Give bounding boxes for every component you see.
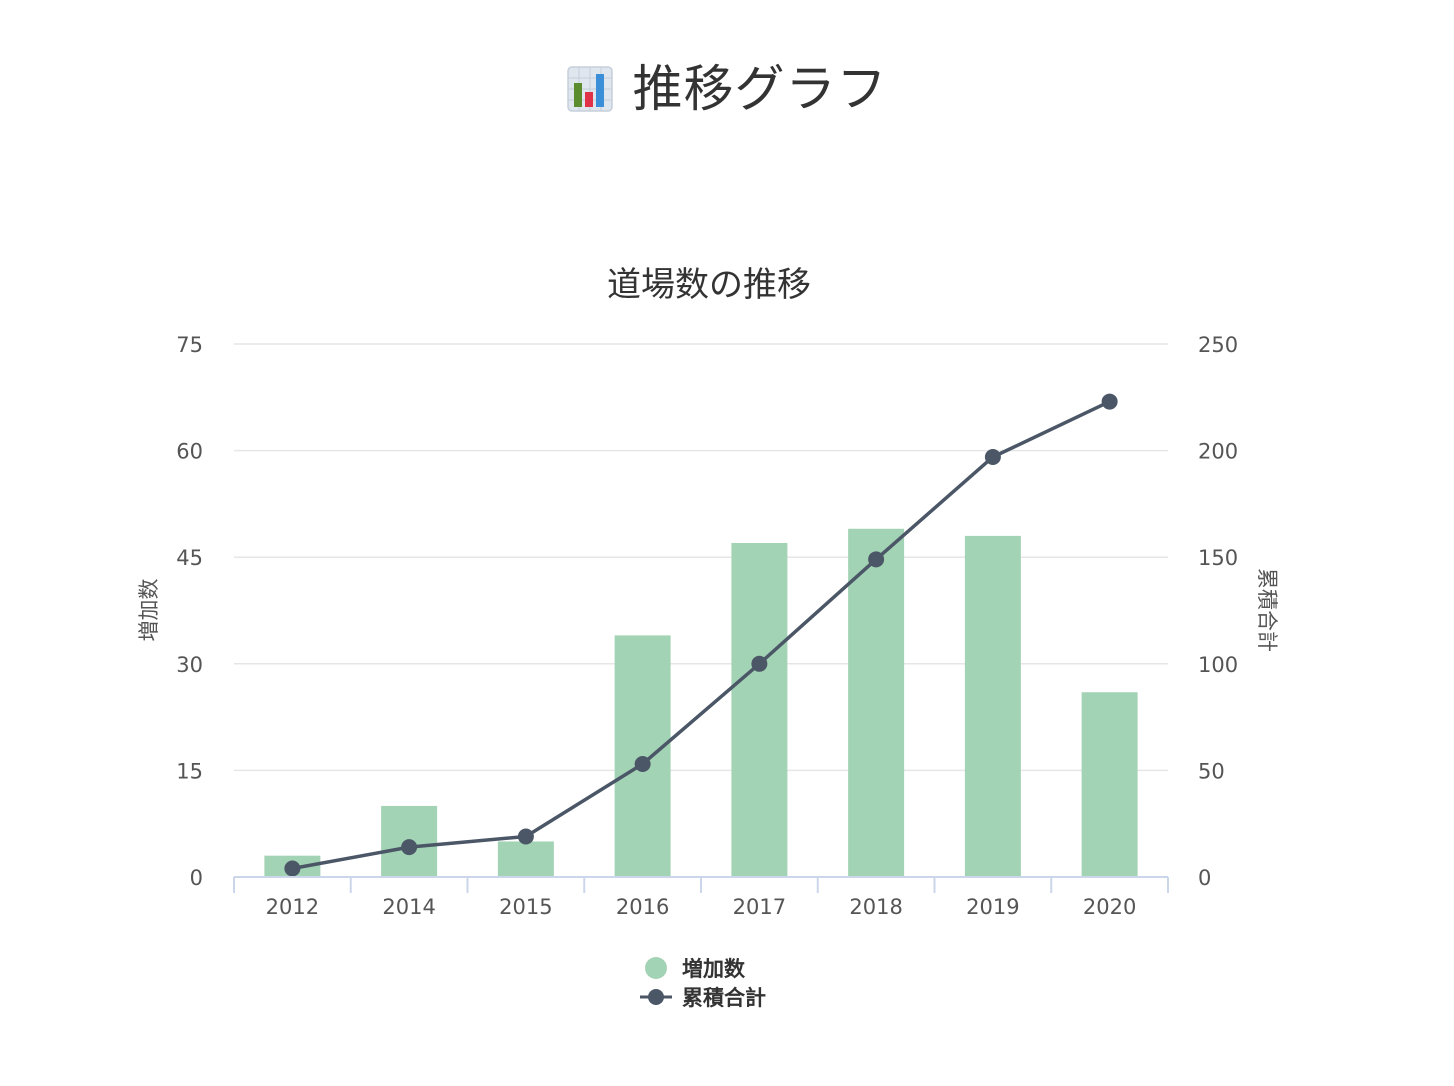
y-left-tick-label: 60: [176, 440, 203, 464]
y-left-tick-label: 45: [176, 546, 203, 570]
chart-title: 道場数の推移: [607, 265, 811, 305]
point-cumulative[interactable]: [401, 839, 418, 856]
y-left-tick-label: 15: [176, 759, 203, 783]
y-right-tick-label: 200: [1198, 440, 1238, 464]
legend-line-dot: [648, 989, 664, 1005]
y-axis-left-label: 増加数: [137, 579, 161, 642]
y-right-tick-label: 50: [1198, 759, 1225, 783]
legend-bar-marker: [645, 957, 667, 979]
point-cumulative[interactable]: [868, 551, 885, 568]
y-right-tick-label: 250: [1198, 333, 1238, 357]
x-tick-label: 2019: [966, 895, 1019, 919]
x-tick-label: 2012: [266, 895, 319, 919]
bar-increase[interactable]: [848, 528, 905, 877]
y-right-tick-label: 0: [1198, 866, 1211, 890]
y-right-tick-label: 150: [1198, 546, 1238, 570]
y-left-tick-label: 0: [190, 866, 203, 890]
legend: 増加数 累積合計: [640, 957, 766, 1010]
x-tick-label: 2016: [616, 895, 669, 919]
bar-increase[interactable]: [497, 841, 554, 877]
point-cumulative[interactable]: [284, 860, 301, 877]
page-header: 推移グラフ: [0, 54, 1454, 124]
point-cumulative[interactable]: [634, 756, 651, 773]
bar-increase[interactable]: [1081, 692, 1138, 877]
grid-layer: [234, 343, 1168, 772]
x-tick-label: 2015: [499, 895, 552, 919]
axes-layer: 0 15 30 45 60 75 0 50 100 150 200 250 2012 2014 2015 20…: [176, 333, 1238, 919]
bar-increase[interactable]: [731, 542, 788, 877]
y-left-tick-label: 30: [176, 653, 203, 677]
bars-layer: [264, 528, 1138, 877]
point-cumulative[interactable]: [751, 655, 768, 672]
x-tick-label: 2018: [849, 895, 902, 919]
x-tick-label: 2020: [1083, 895, 1136, 919]
legend-label-cumulative[interactable]: 累積合計: [682, 986, 766, 1010]
bar-chart-icon: [566, 66, 613, 112]
y-axis-right-label: 累積合計: [1255, 568, 1279, 652]
point-cumulative[interactable]: [984, 448, 1001, 465]
x-tick-label: 2014: [382, 895, 435, 919]
line-layer: [284, 393, 1118, 877]
legend-label-increase[interactable]: 増加数: [682, 957, 746, 981]
point-cumulative[interactable]: [1101, 393, 1118, 410]
page-title: 推移グラフ: [632, 60, 888, 118]
y-right-tick-label: 100: [1198, 653, 1238, 677]
y-left-tick-label: 75: [176, 333, 203, 357]
bar-increase[interactable]: [964, 535, 1021, 877]
point-cumulative[interactable]: [517, 828, 534, 845]
line-cumulative: [292, 399, 1111, 871]
x-tick-label: 2017: [733, 895, 786, 919]
